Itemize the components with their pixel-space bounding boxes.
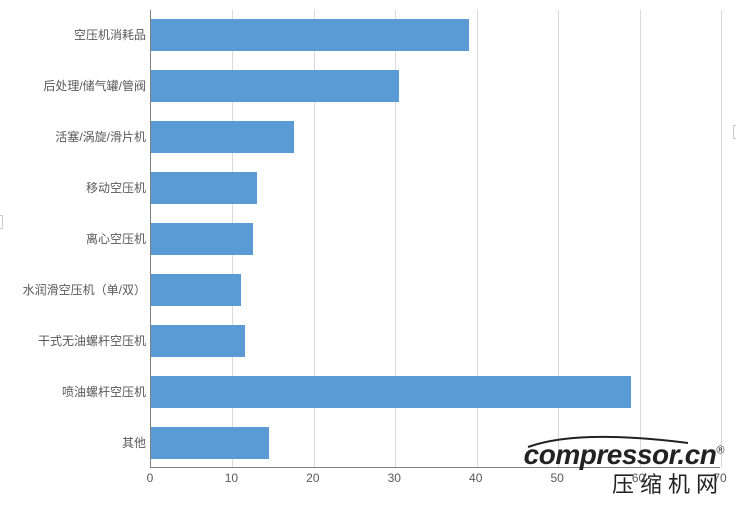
y-axis-label: 离心空压机 xyxy=(6,232,146,246)
x-axis-label: 60 xyxy=(627,471,651,485)
bar xyxy=(151,376,631,408)
x-axis-label: 70 xyxy=(708,471,732,485)
plot-area xyxy=(150,10,720,468)
bar xyxy=(151,19,469,51)
bar xyxy=(151,172,257,204)
x-axis-label: 30 xyxy=(382,471,406,485)
bar xyxy=(151,223,253,255)
y-axis-label: 活塞/涡旋/滑片机 xyxy=(6,130,146,144)
y-axis-label: 喷油螺杆空压机 xyxy=(6,385,146,399)
x-axis-label: 40 xyxy=(464,471,488,485)
bar-row xyxy=(151,417,720,468)
bar xyxy=(151,427,269,459)
bar-row xyxy=(151,163,720,214)
y-axis-label: 水润滑空压机（单/双） xyxy=(6,283,146,297)
bar-chart: compressor.cn® 压缩机网 010203040506070空压机消耗… xyxy=(0,5,736,505)
y-axis-label: 其他 xyxy=(6,436,146,450)
x-axis-label: 50 xyxy=(545,471,569,485)
edge-mark-left xyxy=(0,215,3,229)
bar-row xyxy=(151,366,720,417)
bar-row xyxy=(151,315,720,366)
bar xyxy=(151,325,245,357)
bar xyxy=(151,274,241,306)
gridline xyxy=(721,10,722,467)
bar-row xyxy=(151,10,720,61)
y-axis-label: 干式无油螺杆空压机 xyxy=(6,334,146,348)
bar xyxy=(151,121,294,153)
bar-row xyxy=(151,264,720,315)
y-axis-label: 后处理/储气罐/管阀 xyxy=(6,79,146,93)
bar-row xyxy=(151,112,720,163)
x-axis-label: 20 xyxy=(301,471,325,485)
x-axis-label: 10 xyxy=(219,471,243,485)
bar-row xyxy=(151,214,720,265)
bar xyxy=(151,70,399,102)
y-axis-label: 空压机消耗品 xyxy=(6,28,146,42)
x-axis-label: 0 xyxy=(138,471,162,485)
bar-row xyxy=(151,61,720,112)
y-axis-label: 移动空压机 xyxy=(6,181,146,195)
